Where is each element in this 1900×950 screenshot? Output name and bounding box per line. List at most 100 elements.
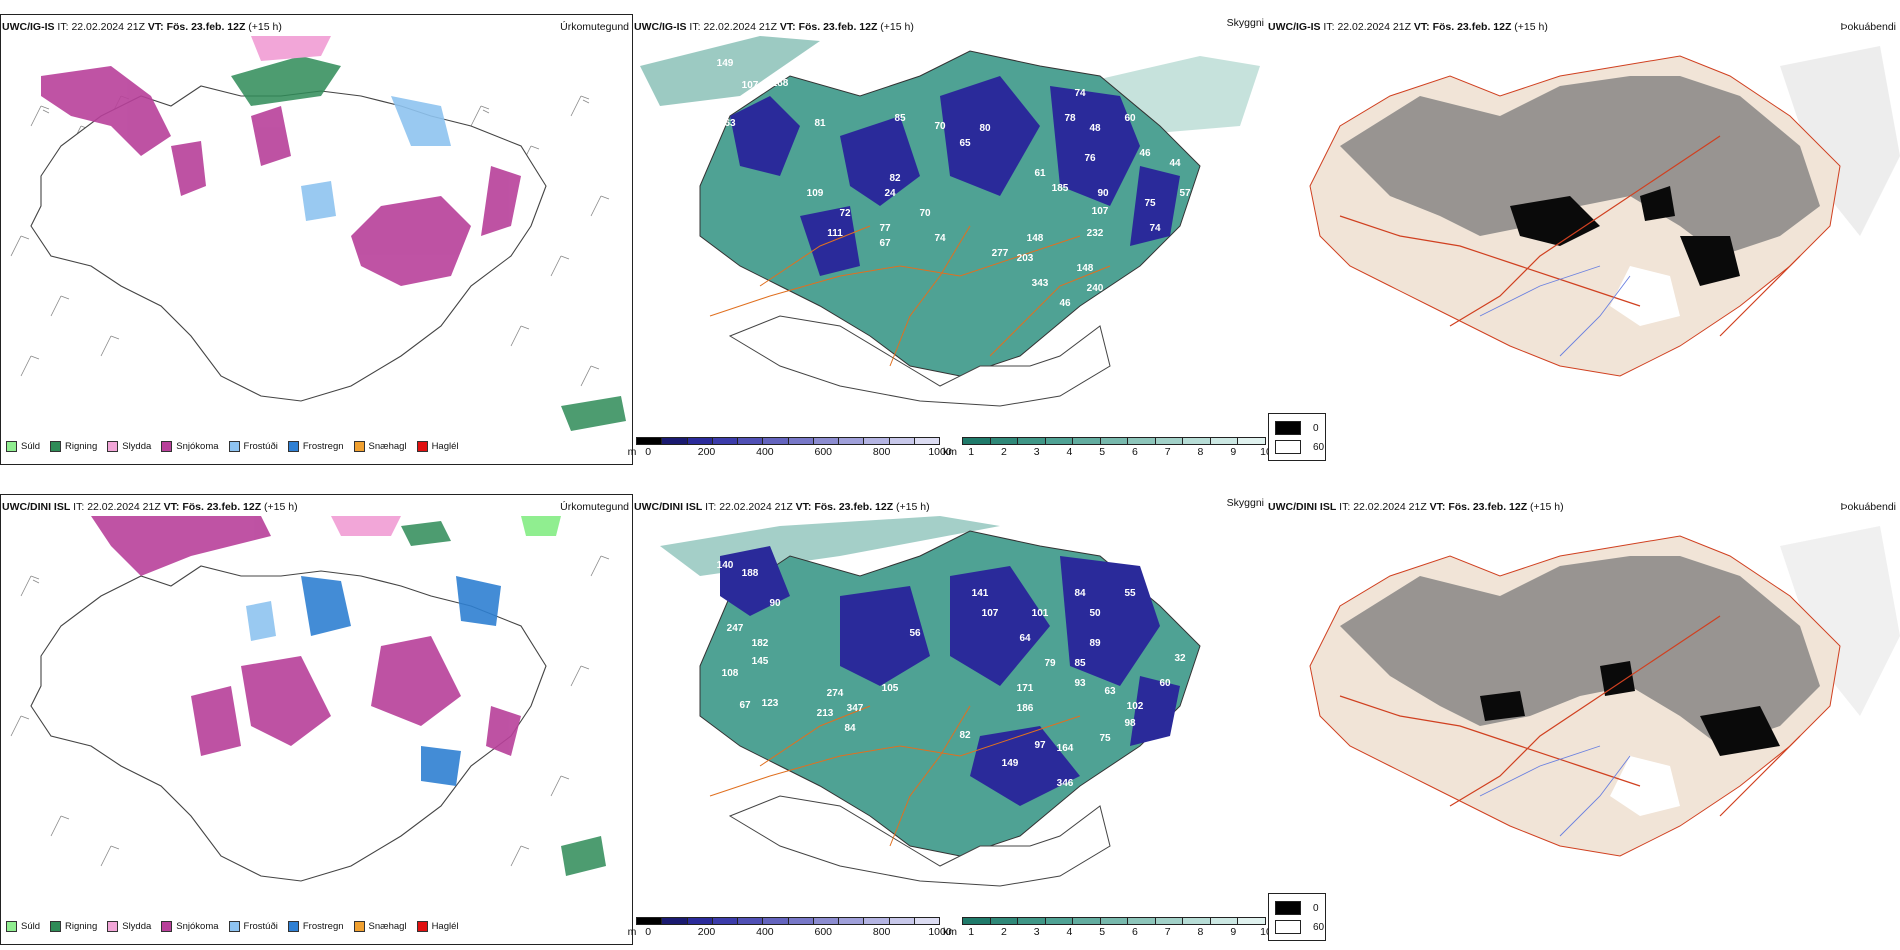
legend-item: Haglél: [416, 441, 459, 452]
svg-text:98: 98: [1124, 718, 1136, 729]
svg-text:101: 101: [1032, 608, 1049, 619]
svg-text:145: 145: [752, 656, 769, 667]
svg-text:347: 347: [847, 703, 864, 714]
svg-text:247: 247: [727, 623, 744, 634]
legend-item: Frostúði: [228, 921, 278, 932]
legend-swatch: [50, 921, 62, 932]
colorbar-tick-label: 8: [1197, 926, 1204, 938]
precip-map-bottom: [10, 516, 610, 882]
fog-legend-swatch: [1275, 901, 1301, 915]
colorbar-segment: [712, 918, 738, 924]
svg-text:188: 188: [772, 78, 789, 89]
colorbar-tick-label: 3: [1033, 446, 1040, 458]
colorbar-segment: [864, 918, 890, 924]
colorbar-segment: [1073, 918, 1101, 924]
svg-text:109: 109: [807, 188, 824, 199]
sleet-area: [251, 36, 331, 61]
colorbar-tick-label: 8: [1197, 446, 1204, 458]
colorbar-tick-label: 5: [1099, 446, 1106, 458]
svg-text:77: 77: [879, 223, 891, 234]
precip-map-top: [10, 36, 626, 431]
legend-item: Snjókoma: [161, 921, 219, 932]
low-visibility-areas: [720, 546, 1180, 806]
elevation-colorbar-top: m 0 200 400 600 800 1000: [628, 437, 952, 459]
svg-text:46: 46: [1059, 298, 1071, 309]
colorbar-unit: m: [627, 446, 637, 458]
colorbar-strip: [962, 917, 1266, 925]
visibility-map-bottom: 140 188 115 90 247 182 145 108 123 67 27…: [660, 516, 1201, 887]
dense-fog-areas: [1510, 186, 1740, 286]
colorbar-segment: [1073, 438, 1101, 444]
legend-item: Rigning: [50, 921, 97, 932]
svg-text:76: 76: [1084, 153, 1096, 164]
colorbar-segment: [990, 918, 1019, 924]
visibility-header-bottom: UWC/DINI ISL IT: 22.02.2024 21Z VT: Fös.…: [634, 497, 1264, 513]
colorbar-tick-label: 7: [1164, 446, 1171, 458]
legend-swatch: [287, 441, 299, 452]
legend-item: Haglél: [416, 921, 459, 932]
colorbar-segment: [1238, 918, 1266, 924]
visibility-colorbar-top: km 1 2 3 4 5 6 7 8 9 10: [943, 437, 1272, 459]
rain-areas: [231, 56, 626, 431]
legend-swatch: [6, 921, 17, 932]
colorbar-segment: [963, 918, 991, 924]
svg-text:48: 48: [1089, 123, 1101, 134]
svg-text:182: 182: [752, 638, 769, 649]
colorbar-segment: [914, 438, 939, 444]
svg-text:105: 105: [882, 683, 899, 694]
colorbar-segment: [1155, 918, 1184, 924]
colorbar-segment: [1018, 438, 1046, 444]
colorbar-segment: [1100, 918, 1129, 924]
colorbar-tick-label: 600: [814, 926, 833, 938]
colorbar-segment: [738, 438, 764, 444]
legend-item: Snæhagl: [353, 441, 407, 452]
wind-barbs: [10, 555, 610, 867]
svg-text:75: 75: [1099, 733, 1111, 744]
svg-text:90: 90: [769, 598, 781, 609]
svg-text:240: 240: [1087, 283, 1104, 294]
panel-title: Úrkomutegund: [560, 501, 629, 513]
colorbar-segment: [914, 918, 939, 924]
model-label: UWC/IG-IS: [2, 21, 55, 33]
svg-text:80: 80: [979, 123, 991, 134]
rivers: [1479, 745, 1631, 837]
legend-swatch: [50, 441, 62, 452]
colorbar-tick-label: 800: [872, 446, 891, 458]
fog-legend-swatch: [1275, 440, 1301, 454]
visibility-colorbar-bottom: km 1 2 3 4 5 6 7 8 9 10: [943, 917, 1272, 939]
fog-map-bottom: [1309, 526, 1900, 857]
svg-text:97: 97: [1034, 740, 1046, 751]
low-visibility-areas: [730, 76, 1180, 276]
svg-text:141: 141: [972, 588, 989, 599]
svg-text:148: 148: [1077, 263, 1094, 274]
rain-areas: [401, 521, 606, 876]
precip-header-top: UWC/IG-IS IT: 22.02.2024 21Z VT: Fös. 23…: [2, 21, 629, 33]
svg-text:148: 148: [1027, 233, 1044, 244]
colorbar-tick-label: 1000: [928, 926, 952, 938]
colorbar-tick-label: 9: [1230, 446, 1237, 458]
fog-shading: [1340, 556, 1820, 746]
colorbar-segment: [1128, 918, 1156, 924]
colorbar-strip: [636, 437, 940, 445]
svg-text:75: 75: [1144, 198, 1156, 209]
legend-item: Snjókoma: [161, 441, 219, 452]
colorbar-segment: [637, 438, 663, 444]
svg-text:102: 102: [1127, 701, 1144, 712]
colorbar-segment: [963, 438, 991, 444]
svg-text:84: 84: [1074, 588, 1086, 599]
svg-text:55: 55: [1124, 588, 1136, 599]
visibility-labels: 149 107 188 225 63 81 85 70 65 80 74 78 …: [702, 58, 1191, 309]
svg-text:61: 61: [1034, 168, 1046, 179]
svg-text:67: 67: [879, 238, 891, 249]
svg-text:123: 123: [762, 698, 779, 709]
fog-header-bottom: UWC/DINI ISL IT: 22.02.2024 21Z VT: Fös.…: [1268, 501, 1896, 513]
svg-text:60: 60: [1124, 113, 1136, 124]
svg-text:115: 115: [697, 593, 714, 604]
svg-text:63: 63: [724, 118, 736, 129]
legend-swatch: [107, 441, 119, 452]
iceland-coastline: [30, 85, 547, 402]
colorbar-segment: [687, 918, 713, 924]
colorbar-segment: [889, 438, 915, 444]
frost-drizzle-areas: [301, 96, 451, 221]
legend-swatch: [416, 921, 428, 932]
